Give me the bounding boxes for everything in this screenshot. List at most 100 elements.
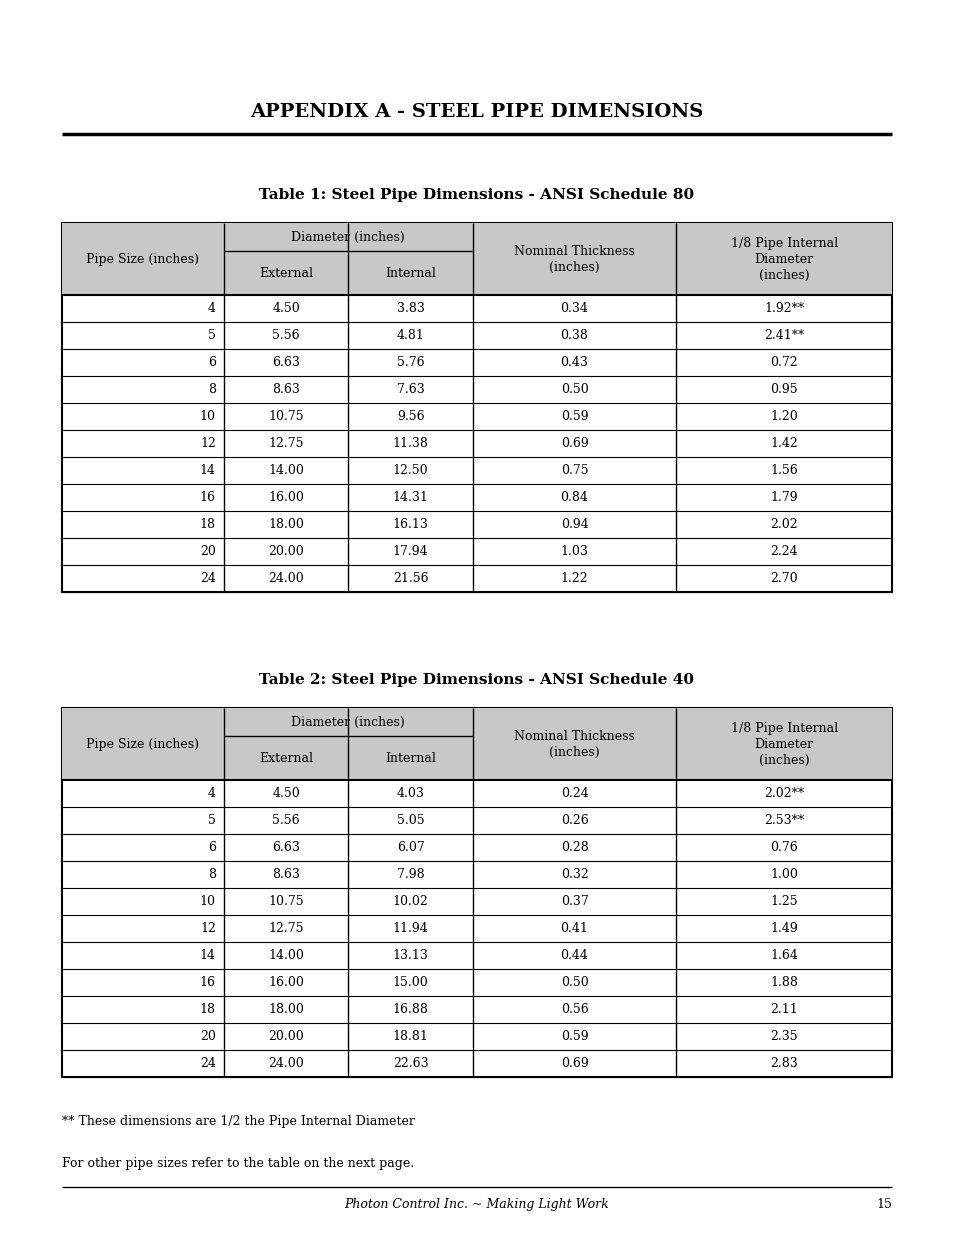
Text: 18: 18 xyxy=(199,517,215,531)
Text: Table 2: Steel Pipe Dimensions - ANSI Schedule 40: Table 2: Steel Pipe Dimensions - ANSI Sc… xyxy=(259,673,694,687)
Text: 0.44: 0.44 xyxy=(560,948,588,962)
Text: 10: 10 xyxy=(199,895,215,908)
Text: 10.75: 10.75 xyxy=(268,410,304,424)
Text: 5: 5 xyxy=(208,329,215,342)
Text: 0.69: 0.69 xyxy=(560,437,588,450)
Text: Diameter (inches): Diameter (inches) xyxy=(292,715,405,729)
Text: 0.37: 0.37 xyxy=(560,895,588,908)
Text: 0.32: 0.32 xyxy=(560,868,588,881)
Text: 11.38: 11.38 xyxy=(393,437,428,450)
Text: Nominal Thickness
(inches): Nominal Thickness (inches) xyxy=(514,730,635,758)
Text: 1/8 Pipe Internal
Diameter
(inches): 1/8 Pipe Internal Diameter (inches) xyxy=(730,236,837,282)
Text: 14: 14 xyxy=(199,464,215,477)
Text: 0.50: 0.50 xyxy=(560,383,588,396)
Text: 1.00: 1.00 xyxy=(769,868,798,881)
Text: 16.13: 16.13 xyxy=(393,517,428,531)
Text: 14.00: 14.00 xyxy=(268,464,304,477)
Text: External: External xyxy=(259,752,313,764)
Text: 1.25: 1.25 xyxy=(769,895,797,908)
Text: 0.50: 0.50 xyxy=(560,976,588,989)
Text: 24: 24 xyxy=(200,572,215,585)
Text: APPENDIX A - STEEL PIPE DIMENSIONS: APPENDIX A - STEEL PIPE DIMENSIONS xyxy=(250,103,703,121)
Text: 12.50: 12.50 xyxy=(393,464,428,477)
Text: 2.11: 2.11 xyxy=(769,1003,797,1016)
Text: 8: 8 xyxy=(208,868,215,881)
Text: 1.79: 1.79 xyxy=(769,492,797,504)
Text: 14.31: 14.31 xyxy=(393,492,428,504)
Text: 4.50: 4.50 xyxy=(272,303,299,315)
Text: 5: 5 xyxy=(208,814,215,827)
Text: 0.72: 0.72 xyxy=(769,356,797,369)
Text: 1.64: 1.64 xyxy=(769,948,798,962)
Text: 24.00: 24.00 xyxy=(268,572,304,585)
Text: 17.94: 17.94 xyxy=(393,545,428,558)
Text: 24.00: 24.00 xyxy=(268,1057,304,1070)
Text: 9.56: 9.56 xyxy=(396,410,424,424)
Text: Diameter (inches): Diameter (inches) xyxy=(292,231,405,243)
Text: 24: 24 xyxy=(200,1057,215,1070)
Text: 8: 8 xyxy=(208,383,215,396)
Text: 10.02: 10.02 xyxy=(393,895,428,908)
Text: 12.75: 12.75 xyxy=(268,923,304,935)
Text: 20.00: 20.00 xyxy=(268,1030,304,1044)
Text: 0.26: 0.26 xyxy=(560,814,588,827)
Text: Pipe Size (inches): Pipe Size (inches) xyxy=(87,737,199,751)
Text: 0.59: 0.59 xyxy=(560,1030,588,1044)
Text: 2.35: 2.35 xyxy=(769,1030,797,1044)
Text: 7.98: 7.98 xyxy=(396,868,424,881)
Text: 15.00: 15.00 xyxy=(393,976,428,989)
Text: 4: 4 xyxy=(208,303,215,315)
Text: 4.03: 4.03 xyxy=(396,787,424,800)
Text: 0.95: 0.95 xyxy=(769,383,797,396)
Text: 2.53**: 2.53** xyxy=(763,814,803,827)
Text: 14.00: 14.00 xyxy=(268,948,304,962)
Text: 0.38: 0.38 xyxy=(560,329,588,342)
Text: Photon Control Inc. ~ Making Light Work: Photon Control Inc. ~ Making Light Work xyxy=(344,1198,609,1212)
Text: 11.94: 11.94 xyxy=(393,923,428,935)
Text: 0.56: 0.56 xyxy=(560,1003,588,1016)
Text: 6: 6 xyxy=(208,356,215,369)
Text: 4.81: 4.81 xyxy=(396,329,424,342)
Text: 22.63: 22.63 xyxy=(393,1057,428,1070)
Text: For other pipe sizes refer to the table on the next page.: For other pipe sizes refer to the table … xyxy=(62,1157,414,1170)
Text: 0.41: 0.41 xyxy=(560,923,588,935)
Text: 14: 14 xyxy=(199,948,215,962)
Text: 10: 10 xyxy=(199,410,215,424)
Text: 15: 15 xyxy=(875,1198,891,1212)
Text: Internal: Internal xyxy=(385,267,436,279)
Text: 1.88: 1.88 xyxy=(769,976,798,989)
Text: 1.42: 1.42 xyxy=(769,437,797,450)
Text: 0.75: 0.75 xyxy=(560,464,588,477)
Text: 5.05: 5.05 xyxy=(396,814,424,827)
Text: 0.76: 0.76 xyxy=(769,841,797,853)
Text: 0.28: 0.28 xyxy=(560,841,588,853)
Text: 4.50: 4.50 xyxy=(272,787,299,800)
Text: 12: 12 xyxy=(200,437,215,450)
Text: Internal: Internal xyxy=(385,752,436,764)
Text: 2.24: 2.24 xyxy=(769,545,797,558)
Text: 0.94: 0.94 xyxy=(560,517,588,531)
Text: 0.34: 0.34 xyxy=(560,303,588,315)
Text: 0.84: 0.84 xyxy=(560,492,588,504)
Text: 0.69: 0.69 xyxy=(560,1057,588,1070)
Text: 2.70: 2.70 xyxy=(769,572,797,585)
Text: 5.56: 5.56 xyxy=(272,814,299,827)
Text: 10.75: 10.75 xyxy=(268,895,304,908)
Text: 2.02**: 2.02** xyxy=(763,787,803,800)
Text: 1.49: 1.49 xyxy=(769,923,797,935)
Text: 18.81: 18.81 xyxy=(393,1030,428,1044)
Bar xyxy=(62,224,891,295)
Text: Pipe Size (inches): Pipe Size (inches) xyxy=(87,252,199,266)
Text: 6.07: 6.07 xyxy=(396,841,424,853)
Text: 18: 18 xyxy=(199,1003,215,1016)
Bar xyxy=(62,224,891,592)
Bar xyxy=(62,708,891,1077)
Text: 4: 4 xyxy=(208,787,215,800)
Text: 8.63: 8.63 xyxy=(272,383,300,396)
Text: 16.88: 16.88 xyxy=(393,1003,428,1016)
Text: 6.63: 6.63 xyxy=(272,841,300,853)
Text: 1/8 Pipe Internal
Diameter
(inches): 1/8 Pipe Internal Diameter (inches) xyxy=(730,721,837,767)
Text: 0.43: 0.43 xyxy=(560,356,588,369)
Text: 5.76: 5.76 xyxy=(396,356,424,369)
Text: 20: 20 xyxy=(200,1030,215,1044)
